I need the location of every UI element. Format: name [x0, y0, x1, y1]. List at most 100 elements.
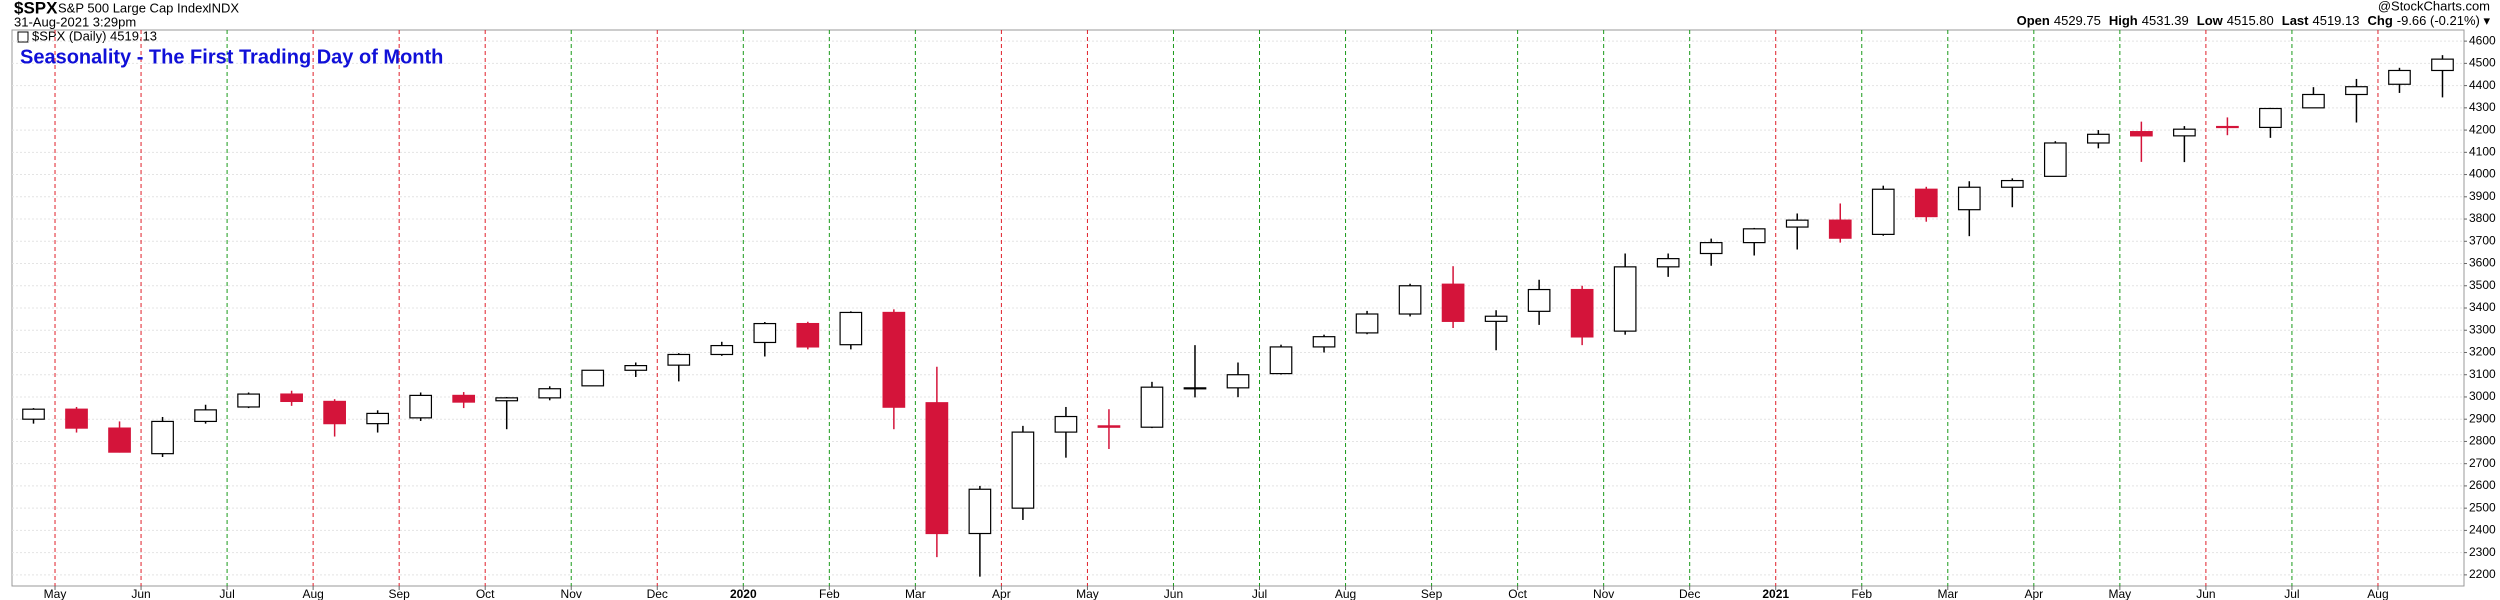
quote-value: 4519.13	[2312, 13, 2359, 28]
x-tick-label: 2021	[1762, 587, 1789, 600]
candle-body	[839, 311, 863, 346]
candle-body	[2216, 125, 2239, 129]
candle-body	[1312, 336, 1336, 348]
candle-body	[1570, 288, 1594, 338]
y-tick-label: 4000	[2469, 167, 2496, 181]
x-tick-label: Aug	[2367, 587, 2388, 600]
x-tick-label: Jul	[2284, 587, 2299, 600]
y-tick-label: 4400	[2469, 78, 2496, 92]
y-tick-label: 4600	[2469, 33, 2496, 47]
y-tick-label: 3800	[2469, 211, 2496, 225]
annotation: Seasonality - The First Trading Day of M…	[20, 46, 443, 68]
x-tick-label: Dec	[1679, 587, 1700, 600]
candle-body	[1140, 386, 1164, 428]
candle-body	[452, 394, 476, 403]
candle-body	[1355, 313, 1379, 334]
x-tick-label: Jul	[1252, 587, 1267, 600]
candle-body	[1871, 188, 1895, 235]
candle-body	[1656, 258, 1680, 268]
y-tick-label: 3500	[2469, 278, 2496, 292]
candle-body	[1914, 188, 1938, 218]
candle-body	[2345, 86, 2368, 96]
y-tick-label: 4300	[2469, 100, 2496, 114]
candle-body	[2000, 179, 2024, 188]
candle-body	[1097, 425, 1121, 428]
candle-body	[108, 427, 131, 453]
candle-body	[1527, 288, 1551, 312]
quote-value: -9.66 (-0.21%) ▾	[2397, 13, 2491, 28]
candle-body	[1613, 266, 1637, 332]
y-tick-label: 3000	[2469, 389, 2496, 403]
quote-label: Last	[2282, 13, 2309, 28]
candle-body	[2388, 69, 2411, 85]
candle-body	[710, 344, 734, 356]
x-tick-label: May	[2109, 587, 2132, 600]
candle-body	[366, 412, 390, 425]
candle-body	[151, 420, 174, 455]
candle-body	[194, 409, 217, 423]
candle-body	[2173, 128, 2196, 137]
y-tick-label: 4200	[2469, 122, 2496, 136]
candle-body	[1398, 285, 1422, 315]
candle-body	[22, 408, 45, 420]
y-tick-label: 2500	[2469, 500, 2496, 514]
candle-body	[753, 322, 777, 344]
y-tick-label: 2800	[2469, 434, 2496, 448]
candle-body	[409, 394, 433, 419]
y-tick-label: 3700	[2469, 233, 2496, 247]
candle-body	[1054, 415, 1078, 433]
x-tick-label: 2020	[730, 587, 757, 600]
candle-body	[1742, 228, 1766, 244]
candle-body	[495, 397, 519, 402]
y-tick-label: 2400	[2469, 523, 2496, 537]
x-tick-label: Jul	[219, 587, 234, 600]
y-tick-label: 3200	[2469, 345, 2496, 359]
legend-label: $SPX (Daily) 4519.13	[32, 28, 157, 43]
x-tick-label: Aug	[1335, 587, 1356, 600]
candle-body	[1785, 219, 1809, 228]
x-tick-label: Jun	[131, 587, 150, 600]
y-tick-label: 3900	[2469, 189, 2496, 203]
x-tick-label: Oct	[476, 587, 495, 600]
x-tick-label: Nov	[1593, 587, 1614, 600]
y-tick-label: 3300	[2469, 322, 2496, 336]
candle-body	[968, 488, 992, 535]
x-tick-label: May	[1076, 587, 1099, 600]
quote-label: High	[2109, 13, 2138, 28]
x-tick-label: Jun	[2196, 587, 2215, 600]
x-tick-label: Sep	[388, 587, 410, 600]
x-tick-label: Apr	[992, 587, 1011, 600]
x-tick-label: Dec	[647, 587, 668, 600]
candle-body	[2130, 131, 2153, 137]
candle-body	[796, 322, 820, 348]
y-tick-label: 2600	[2469, 478, 2496, 492]
candle-body	[1699, 242, 1723, 255]
quote-value: 4529.75	[2054, 13, 2101, 28]
x-tick-label: Aug	[302, 587, 323, 600]
x-tick-label: Feb	[1851, 587, 1872, 600]
candle-body	[65, 408, 88, 429]
x-tick-label: Nov	[561, 587, 582, 600]
candle-body	[882, 311, 906, 408]
x-tick-label: May	[44, 587, 67, 600]
quote-value: 4515.80	[2227, 13, 2274, 28]
candle-body	[237, 393, 260, 408]
y-tick-label: 3100	[2469, 367, 2496, 381]
y-tick-label: 2900	[2469, 411, 2496, 425]
exchange: INDX	[208, 0, 239, 15]
candle-body	[2086, 133, 2110, 144]
candle-body	[1226, 374, 1250, 389]
x-tick-label: Feb	[819, 587, 840, 600]
y-tick-label: 2300	[2469, 545, 2496, 559]
candle-body	[538, 388, 562, 399]
quote-label: Chg	[2367, 13, 2392, 28]
candle-body	[1011, 431, 1035, 509]
candle-body	[323, 400, 346, 425]
candle-body	[280, 393, 303, 403]
candle-body	[1183, 387, 1207, 390]
credit: @StockCharts.com	[2378, 0, 2490, 13]
legend-swatch	[17, 31, 29, 43]
x-tick-label: Apr	[2024, 587, 2043, 600]
